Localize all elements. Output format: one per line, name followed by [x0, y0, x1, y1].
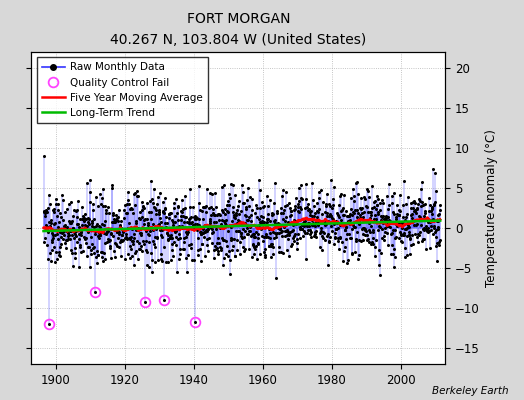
Text: Berkeley Earth: Berkeley Earth: [432, 386, 508, 396]
Y-axis label: Temperature Anomaly (°C): Temperature Anomaly (°C): [485, 129, 498, 287]
Legend: Raw Monthly Data, Quality Control Fail, Five Year Moving Average, Long-Term Tren: Raw Monthly Data, Quality Control Fail, …: [37, 57, 208, 123]
Title: FORT MORGAN
40.267 N, 103.804 W (United States): FORT MORGAN 40.267 N, 103.804 W (United …: [110, 12, 367, 47]
